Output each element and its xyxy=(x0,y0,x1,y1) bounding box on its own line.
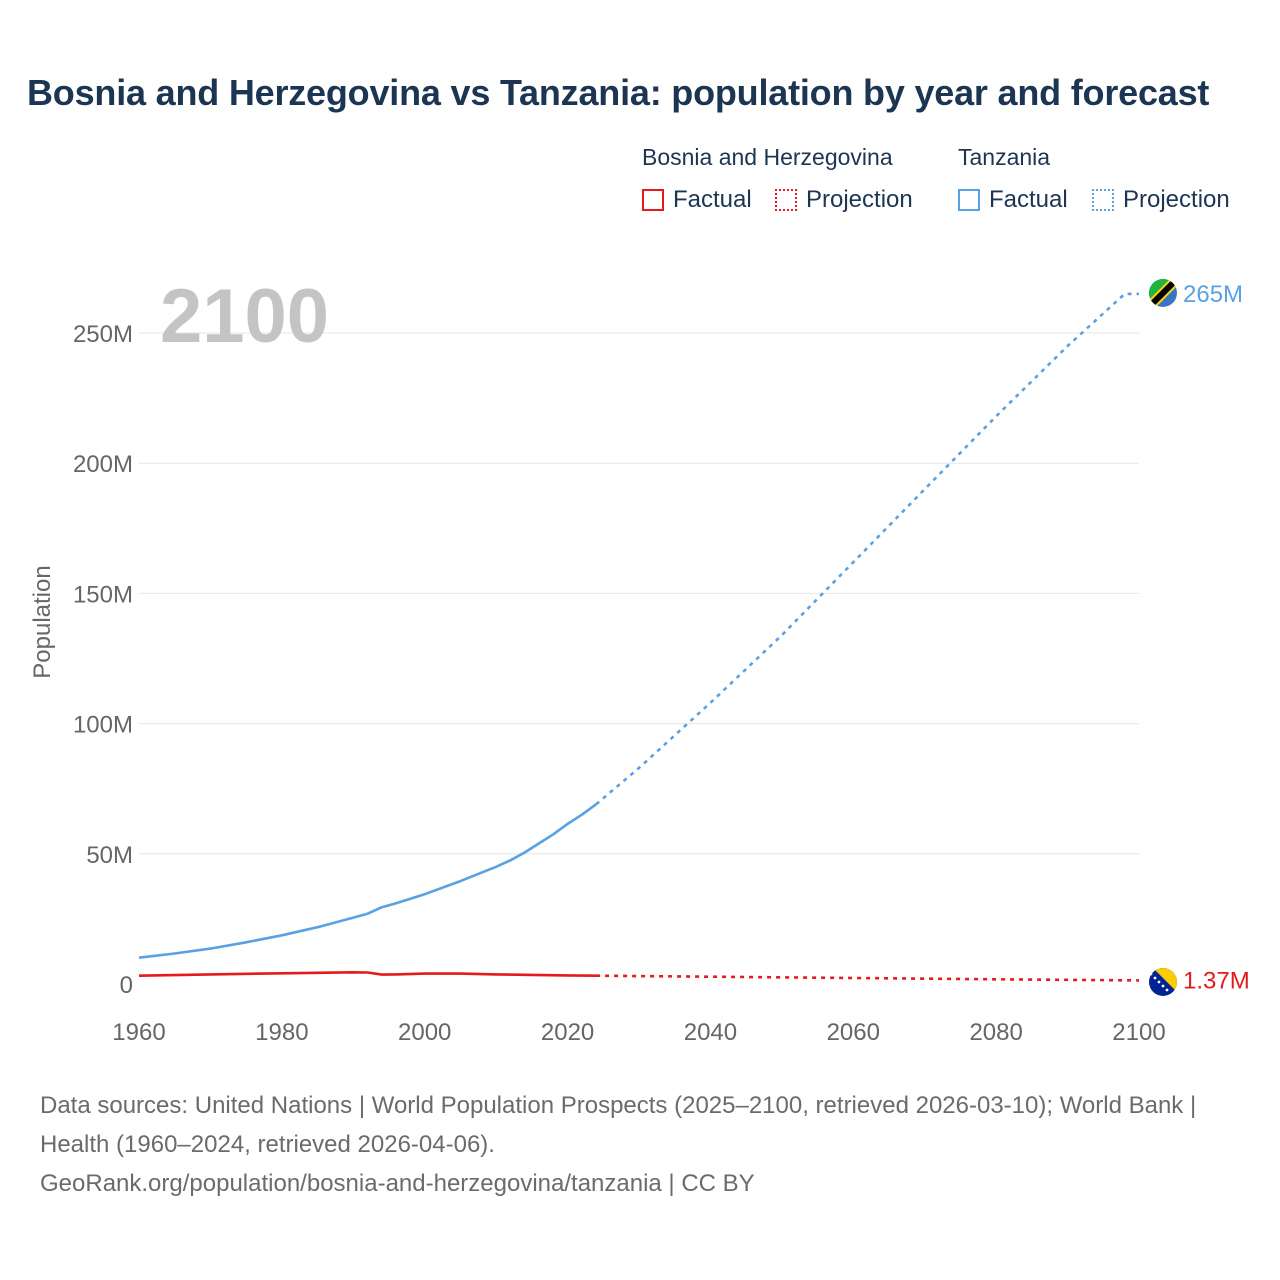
y-tick-label: 50M xyxy=(86,842,133,869)
bosnia-and-herzegovina-projection-line xyxy=(596,974,1140,982)
legend-swatch-tanzania-projection xyxy=(1092,189,1114,211)
y-axis-label: Population xyxy=(29,565,56,678)
y-axis-ticks: 0 50M 100M 150M 200M 250M xyxy=(73,321,133,999)
x-tick-label: 2020 xyxy=(541,1019,594,1046)
legend-swatch-tanzania-factual xyxy=(958,189,980,211)
legend-swatch-bosnia-projection xyxy=(775,189,797,211)
footer: Data sources: United Nations | World Pop… xyxy=(40,1086,1240,1203)
year-label: 2100 xyxy=(160,274,329,359)
y-tick-label: 100M xyxy=(73,712,133,739)
x-tick-label: 1980 xyxy=(255,1019,308,1046)
legend-tanzania-factual[interactable]: Factual xyxy=(958,186,1068,214)
legend-group-tanzania: Tanzania xyxy=(958,144,1051,170)
tanzania-flag-icon xyxy=(1149,279,1177,307)
x-tick-label: 2100 xyxy=(1112,1019,1165,1046)
y-tick-label: 150M xyxy=(73,581,133,608)
x-tick-label: 2040 xyxy=(684,1019,737,1046)
legend-group-bosnia: Bosnia and Herzegovina xyxy=(642,144,893,170)
chart-title: Bosnia and Herzegovina vs Tanzania: popu… xyxy=(27,72,1210,113)
grid-lines xyxy=(139,332,1139,855)
credit-link[interactable]: GeoRank.org/population/bosnia-and-herzeg… xyxy=(40,1170,755,1197)
tanzania-end-label: 265M xyxy=(1183,281,1243,308)
bosnia-and-herzegovina-factual-line xyxy=(138,971,597,977)
x-axis-ticks: 1960 1980 2000 2020 2040 2060 2080 2100 xyxy=(112,1019,1165,1046)
bosnia-flag-icon xyxy=(1149,968,1177,996)
y-tick-label: 250M xyxy=(73,321,133,348)
series-layer: 265M 1.37M xyxy=(138,281,1250,994)
legend-bosnia-factual[interactable]: Factual xyxy=(642,186,752,214)
y-tick-label: 0 xyxy=(120,972,133,999)
legend-label-bosnia-factual: Factual xyxy=(673,186,752,213)
legend-label-tanzania-projection: Projection xyxy=(1123,186,1230,213)
y-tick-label: 200M xyxy=(73,451,133,478)
x-tick-label: 2000 xyxy=(398,1019,451,1046)
bosnia-and-herzegovina-end-label: 1.37M xyxy=(1183,967,1250,994)
tanzania-factual-line xyxy=(138,803,597,959)
tanzania-projection-line xyxy=(595,292,1139,806)
legend-bosnia-projection[interactable]: Projection xyxy=(775,186,913,214)
x-tick-label: 1960 xyxy=(112,1019,165,1046)
legend-tanzania-projection[interactable]: Projection xyxy=(1092,186,1230,214)
x-tick-label: 2080 xyxy=(969,1019,1022,1046)
legend-swatch-bosnia-factual xyxy=(642,189,664,211)
data-sources: Data sources: United Nations | World Pop… xyxy=(40,1092,1197,1158)
legend-label-bosnia-projection: Projection xyxy=(806,186,913,213)
legend-label-tanzania-factual: Factual xyxy=(989,186,1068,213)
x-tick-label: 2060 xyxy=(827,1019,880,1046)
population-chart: 2100 0 50M 100M 150M 200M 250M 1960 1980 2000 20… xyxy=(29,274,1250,1046)
